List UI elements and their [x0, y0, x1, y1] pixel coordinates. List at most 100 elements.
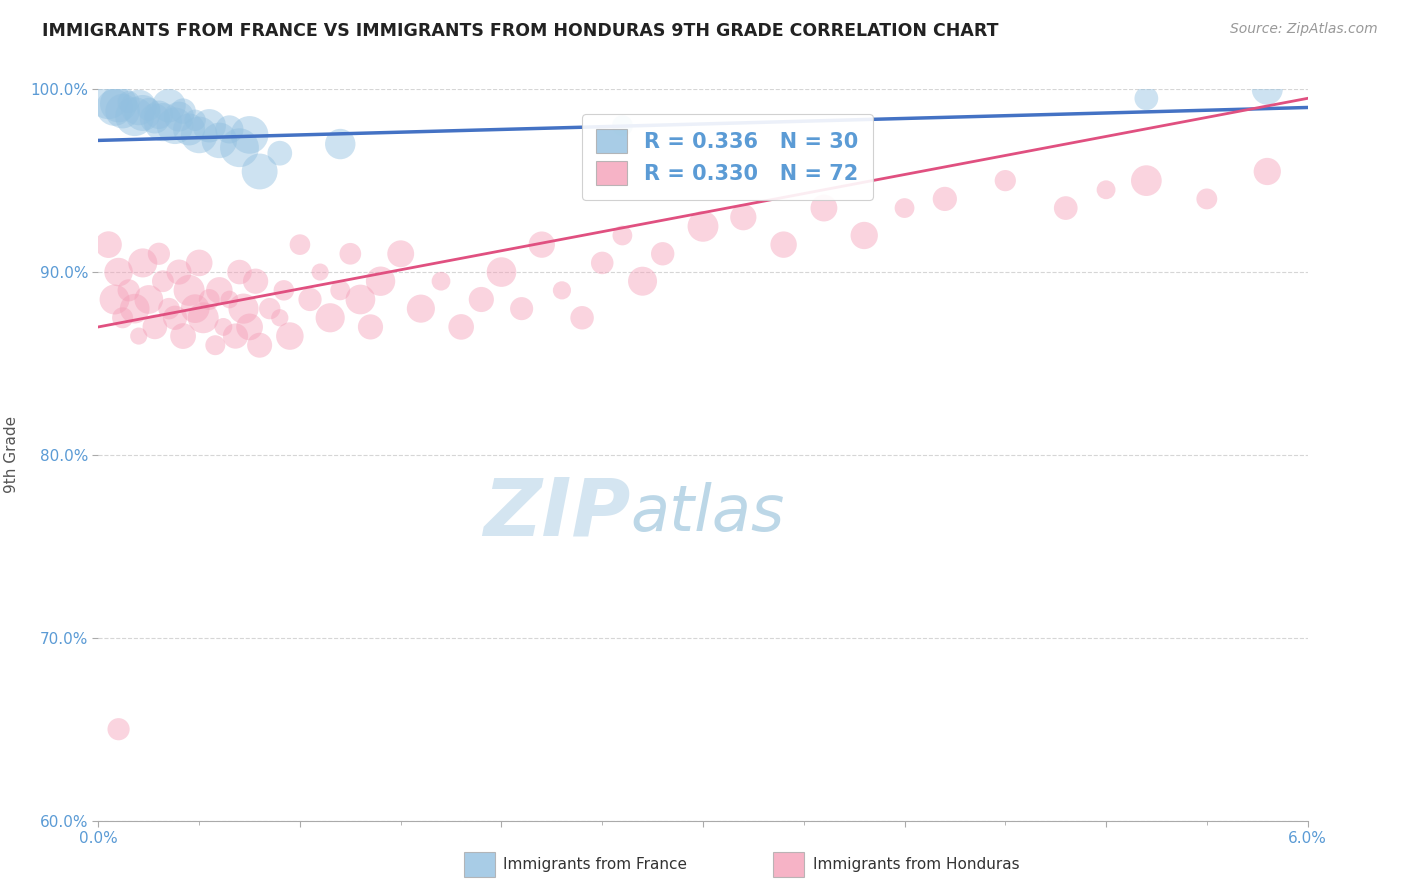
Point: [329, 284, 352, 298]
Point: [118, 95, 141, 109]
Point: [208, 133, 231, 147]
Point: [239, 320, 262, 334]
Point: [1256, 82, 1278, 96]
Point: [299, 293, 322, 307]
Point: [510, 301, 533, 316]
Point: [204, 338, 226, 352]
Point: [288, 237, 311, 252]
Point: [218, 122, 240, 136]
Point: [118, 284, 141, 298]
Point: [249, 164, 271, 178]
Point: [278, 329, 301, 343]
Point: [339, 247, 361, 261]
Point: [188, 256, 211, 270]
Point: [132, 256, 155, 270]
Point: [571, 310, 593, 325]
Point: [111, 104, 134, 119]
Point: [124, 110, 146, 124]
Point: [193, 310, 215, 325]
Point: [184, 301, 207, 316]
Point: [491, 265, 513, 279]
Point: [631, 274, 654, 288]
Point: [1135, 174, 1157, 188]
Point: [360, 320, 382, 334]
Point: [198, 119, 221, 133]
Point: [591, 256, 613, 270]
Point: [269, 310, 291, 325]
Point: [103, 293, 125, 307]
Point: [239, 128, 262, 142]
Point: [273, 284, 295, 298]
Point: [1095, 183, 1118, 197]
Point: [224, 329, 246, 343]
Point: [249, 338, 271, 352]
Point: [319, 310, 342, 325]
Point: [994, 174, 1017, 188]
Point: [157, 98, 180, 112]
Point: [389, 247, 412, 261]
Point: [138, 103, 160, 117]
Point: [450, 320, 472, 334]
Point: [349, 293, 371, 307]
Point: [143, 320, 166, 334]
Point: [167, 110, 190, 124]
Point: [1195, 192, 1218, 206]
Point: [893, 201, 915, 215]
Point: [269, 146, 291, 161]
Text: Source: ZipAtlas.com: Source: ZipAtlas.com: [1230, 22, 1378, 37]
Legend: R = 0.336   N = 30, R = 0.330   N = 72: R = 0.336 N = 30, R = 0.330 N = 72: [582, 114, 873, 200]
Point: [853, 228, 876, 243]
Point: [148, 108, 170, 122]
Point: [152, 274, 174, 288]
Point: [232, 301, 254, 316]
Point: [551, 284, 574, 298]
Text: Immigrants from Honduras: Immigrants from Honduras: [813, 857, 1019, 871]
Point: [430, 274, 453, 288]
Text: IMMIGRANTS FROM FRANCE VS IMMIGRANTS FROM HONDURAS 9TH GRADE CORRELATION CHART: IMMIGRANTS FROM FRANCE VS IMMIGRANTS FRO…: [42, 22, 998, 40]
Point: [148, 247, 170, 261]
Point: [107, 265, 129, 279]
Point: [111, 310, 134, 325]
Point: [124, 301, 146, 316]
Point: [612, 119, 634, 133]
Point: [128, 329, 150, 343]
Point: [651, 247, 673, 261]
Point: [179, 284, 201, 298]
Point: [179, 122, 201, 136]
Point: [228, 141, 250, 155]
Text: atlas: atlas: [630, 483, 785, 544]
Point: [470, 293, 492, 307]
Point: [188, 128, 211, 142]
Point: [143, 112, 166, 126]
Point: [107, 96, 129, 111]
Text: Immigrants from France: Immigrants from France: [503, 857, 688, 871]
Point: [1054, 201, 1077, 215]
Point: [1135, 91, 1157, 105]
Point: [612, 228, 634, 243]
Point: [103, 101, 125, 115]
Point: [212, 320, 235, 334]
Point: [172, 104, 194, 119]
Point: [813, 201, 835, 215]
Point: [184, 113, 207, 128]
Point: [370, 274, 392, 288]
Point: [157, 301, 180, 316]
Point: [409, 301, 432, 316]
Point: [228, 265, 250, 279]
Point: [530, 237, 553, 252]
Point: [692, 219, 714, 234]
Point: [733, 211, 755, 225]
Point: [138, 293, 160, 307]
Point: [329, 137, 352, 152]
Text: ZIP: ZIP: [484, 475, 630, 552]
Point: [259, 301, 281, 316]
Point: [163, 119, 186, 133]
Point: [1256, 164, 1278, 178]
Point: [97, 237, 120, 252]
Point: [152, 115, 174, 129]
Point: [107, 723, 129, 737]
Point: [128, 101, 150, 115]
Point: [167, 265, 190, 279]
Point: [245, 274, 267, 288]
Point: [772, 237, 794, 252]
